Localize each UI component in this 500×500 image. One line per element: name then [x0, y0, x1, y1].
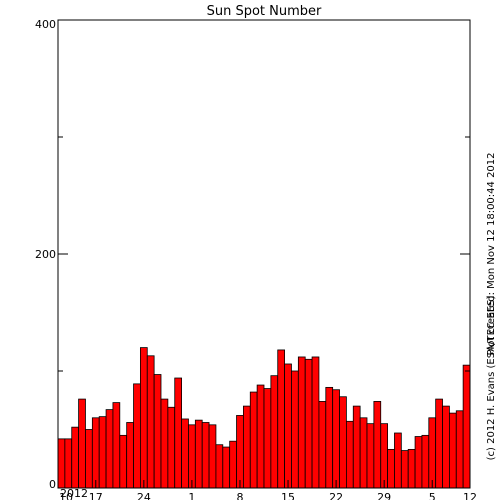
x-tick-label: 24: [137, 491, 151, 500]
bar: [297, 356, 306, 489]
x-tick-label: 8: [236, 491, 243, 500]
bar: [242, 405, 251, 489]
bar: [222, 446, 231, 489]
bar: [57, 438, 66, 489]
bar: [263, 388, 272, 489]
y-tick-label: 200: [35, 248, 56, 261]
x-tick-label: 5: [429, 491, 436, 500]
bar: [229, 440, 237, 489]
bar: [153, 374, 162, 489]
bar: [435, 398, 443, 489]
bar: [407, 448, 416, 489]
bar: [201, 422, 210, 489]
bar: [126, 422, 134, 489]
bar: [442, 405, 450, 489]
bar: [194, 419, 203, 489]
bar: [462, 364, 471, 489]
bar: [167, 406, 176, 489]
bar: [64, 438, 73, 489]
y-tick-label: 400: [35, 18, 56, 31]
bar: [133, 383, 141, 489]
bar: [359, 417, 368, 489]
bar: [249, 391, 258, 489]
bar: [160, 398, 169, 489]
bar: [112, 402, 121, 489]
bar: [119, 434, 128, 489]
bar: [91, 417, 100, 489]
bar: [208, 424, 217, 489]
bar: [352, 405, 361, 489]
x-tick-label: 17: [89, 491, 103, 500]
y-tick-label: 0: [49, 478, 56, 491]
x-tick-label: 22: [329, 491, 343, 500]
bar: [332, 389, 340, 489]
bar: [71, 426, 79, 489]
bar: [78, 398, 86, 489]
bar: [366, 423, 375, 489]
bar: [318, 401, 327, 489]
year-label: 2012: [60, 487, 88, 500]
bar: [455, 410, 464, 489]
bar: [270, 375, 279, 489]
bar: [284, 363, 292, 489]
bar: [98, 416, 107, 489]
bar: [85, 429, 93, 489]
x-tick-label: 29: [377, 491, 391, 500]
x-tick-label: 12: [463, 491, 477, 500]
bar: [400, 450, 409, 489]
bar: [277, 349, 286, 489]
bar: [414, 436, 423, 489]
bar: [304, 358, 313, 489]
bar: [256, 384, 265, 489]
bar: [339, 396, 347, 489]
bar: [188, 424, 196, 489]
x-tick-label: 1: [188, 491, 195, 500]
bar: [146, 355, 155, 489]
bar: [428, 417, 437, 489]
bar: [421, 434, 430, 489]
bar: [236, 415, 244, 489]
bar: [380, 423, 389, 489]
bar: [345, 420, 354, 489]
bar: [139, 347, 148, 489]
bar: [291, 370, 299, 489]
bar: [387, 448, 395, 489]
x-tick-label: 10: [59, 491, 73, 500]
bar: [311, 356, 320, 489]
bar: [105, 409, 114, 489]
bar: [448, 412, 457, 489]
annotation: (c) 2012 H. Evans (ESA/TEC-EES): [486, 296, 497, 461]
bar: [215, 444, 224, 489]
bar: [174, 377, 183, 489]
bar: [181, 418, 189, 489]
x-tick-label: 15: [281, 491, 295, 500]
annotation: Plot created: Mon Nov 12 18:00:44 2012: [486, 152, 497, 355]
bar: [373, 401, 382, 489]
bar: [394, 432, 402, 489]
bar: [325, 386, 334, 489]
chart-title: Sun Spot Number: [207, 4, 322, 19]
